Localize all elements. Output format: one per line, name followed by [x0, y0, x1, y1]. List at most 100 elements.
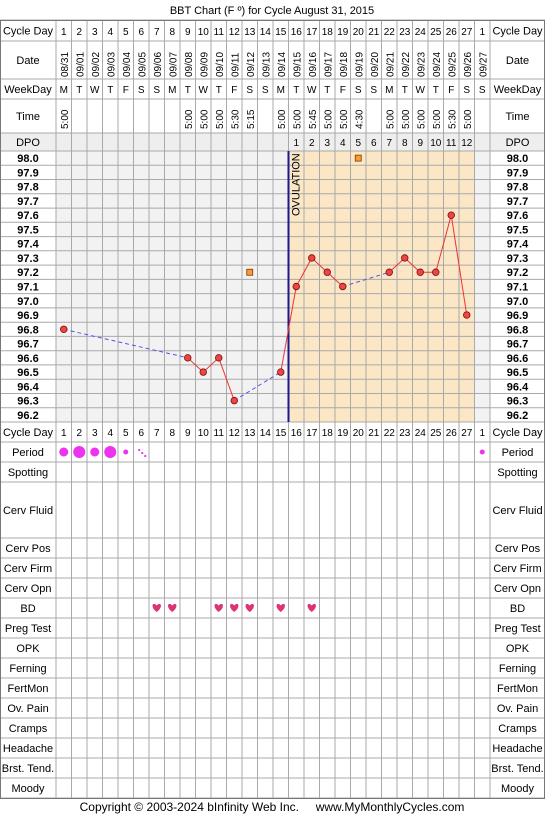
- cycle-day-label-bottom: 3: [92, 428, 98, 439]
- dpo-label: 6: [371, 138, 377, 149]
- y-tick-label-right: 97.5: [507, 224, 528, 236]
- date-label: 09/02: [91, 52, 102, 77]
- date-label: 09/01: [75, 52, 86, 77]
- weekday-label: M: [60, 85, 68, 96]
- weekday-label: W: [416, 85, 426, 96]
- temp-point: [277, 368, 285, 376]
- cycle-day-label-bottom: 23: [399, 428, 411, 439]
- cycle-day-label: 11: [214, 27, 225, 38]
- spotting-dot: [144, 454, 147, 458]
- weekday-label: S: [138, 85, 145, 96]
- next-cycle-region: [474, 151, 490, 422]
- period-dot: [90, 447, 100, 457]
- bd-heart-icon: [245, 603, 254, 612]
- time-label: 5:00: [60, 109, 71, 129]
- y-tick-label: 97.5: [17, 224, 38, 236]
- temp-gap-line: [233, 371, 282, 402]
- row-label-right-headache: Headache: [492, 743, 542, 755]
- weekday-label: T: [76, 85, 82, 96]
- bd-heart-icon: [214, 603, 223, 612]
- y-tick-label: 96.6: [17, 353, 38, 365]
- cycle-day-label: 7: [154, 27, 160, 38]
- cycle-day-label: 5: [123, 27, 129, 38]
- row-label-right-cycle_day: Cycle Day: [492, 26, 543, 38]
- time-label: 4:30: [354, 109, 365, 129]
- y-tick-label-right: 97.3: [507, 253, 528, 265]
- cycle-day-label-bottom: 17: [306, 428, 318, 439]
- dpo-label: 10: [430, 138, 442, 149]
- period-dot: [73, 446, 86, 458]
- weekday-label: T: [402, 85, 408, 96]
- bd-heart-icon: [230, 603, 239, 612]
- cycle-day-label: 3: [92, 27, 98, 38]
- time-label: 5:45: [308, 109, 319, 129]
- row-label-time: Time: [16, 111, 40, 123]
- y-tick-label-right: 96.8: [507, 324, 528, 336]
- dpo-label: 12: [461, 138, 473, 149]
- y-tick-label-right: 97.4: [507, 239, 529, 251]
- cycle-day-label: 24: [415, 27, 427, 38]
- y-tick-label-right: 97.6: [507, 210, 528, 222]
- row-label-right-cramps: Cramps: [498, 723, 537, 735]
- date-label: 09/11: [230, 52, 241, 77]
- y-tick-label-right: 97.1: [507, 282, 528, 294]
- cycle-day-label: 22: [384, 27, 396, 38]
- cycle-day-label: 26: [446, 27, 458, 38]
- y-tick-label: 97.7: [17, 196, 38, 208]
- cycle-day-label: 2: [76, 27, 82, 38]
- y-tick-label: 96.9: [17, 310, 38, 322]
- cycle-day-label-bottom: 11: [214, 428, 225, 439]
- time-label: 5:30: [447, 109, 458, 129]
- temp-point: [463, 311, 471, 319]
- date-label: 09/17: [323, 52, 334, 77]
- row-label-cramps: Cramps: [9, 723, 48, 735]
- cycle-day-label-bottom: 26: [446, 428, 458, 439]
- time-label: 5:00: [401, 109, 412, 129]
- bd-heart-icon: [152, 603, 161, 612]
- cycle-day-label: 17: [306, 27, 318, 38]
- date-label: 09/08: [184, 52, 195, 77]
- date-label: 09/21: [385, 52, 396, 77]
- temp-line: [295, 257, 313, 287]
- temp-point: [416, 268, 424, 276]
- dpo-label: 5: [355, 138, 361, 149]
- dpo-label: 7: [386, 138, 392, 149]
- row-label-right-moody: Moody: [501, 783, 535, 795]
- row-label-cycle_day: Cycle Day: [3, 26, 54, 38]
- cycle-day-label-bottom: 6: [138, 428, 144, 439]
- date-label: 09/26: [463, 52, 474, 77]
- date-label: 09/27: [478, 52, 489, 77]
- weekday-label: T: [185, 85, 191, 96]
- row-label-opk: OPK: [16, 643, 40, 655]
- y-tick-label: 96.2: [17, 410, 38, 422]
- row-label-right-ov_pain: Ov. Pain: [497, 703, 538, 715]
- cycle-day-label: 21: [368, 27, 380, 38]
- weekday-label: T: [324, 85, 330, 96]
- date-label: 09/22: [401, 52, 412, 77]
- y-tick-label: 97.6: [17, 210, 38, 222]
- y-tick-label-right: 97.8: [507, 182, 528, 194]
- spotting-dot: [138, 448, 141, 452]
- y-tick-label-right: 98.0: [507, 153, 528, 165]
- weekday-label: F: [340, 85, 346, 96]
- time-label: 5:00: [416, 109, 427, 129]
- y-tick-label-right: 96.9: [507, 310, 528, 322]
- cycle-day-label-bottom: 12: [229, 428, 241, 439]
- row-label-cerv_opn: Cerv Opn: [4, 583, 51, 595]
- period-dot: [123, 449, 129, 455]
- row-label-right-brst_tend: Brst. Tend.: [491, 763, 543, 775]
- y-tick-label: 96.4: [17, 381, 39, 393]
- row-label-right-cerv_pos: Cerv Pos: [495, 543, 541, 555]
- weekday-label: F: [448, 85, 454, 96]
- excluded-temp-point: [354, 154, 362, 162]
- time-label: 5:00: [432, 109, 443, 129]
- temp-point: [60, 325, 68, 333]
- temp-point: [308, 254, 316, 262]
- temp-point: [215, 354, 223, 362]
- weekday-label: M: [385, 85, 393, 96]
- cycle-day-label: 10: [198, 27, 210, 38]
- weekday-label: S: [463, 85, 470, 96]
- date-label: 09/13: [261, 52, 272, 77]
- weekday-label: W: [307, 85, 317, 96]
- dpo-label: 11: [446, 138, 457, 149]
